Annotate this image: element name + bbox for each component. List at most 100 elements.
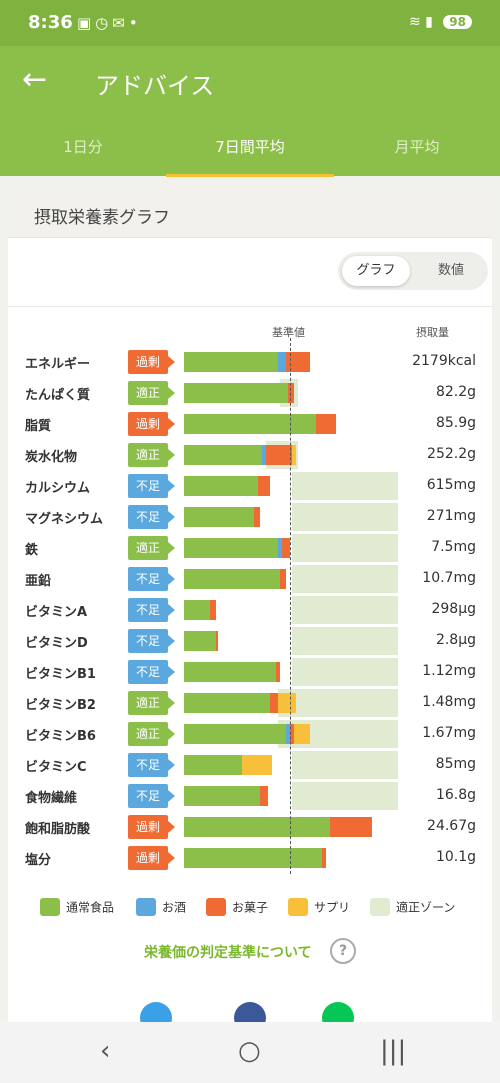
nutrient-value: 85.9g: [435, 415, 476, 431]
bar-segment-alcohol: [286, 724, 290, 744]
legend-swatch-zone: [370, 898, 390, 916]
bar-segment-food: [184, 383, 288, 403]
bar-segment-sweets: [288, 383, 294, 403]
bar-segment-sweets: [266, 445, 292, 465]
optimal-zone: [292, 751, 398, 779]
toggle-value-button[interactable]: 数値: [437, 263, 464, 278]
bar-segment-sweets: [330, 817, 372, 837]
status-badge: 不足: [128, 474, 175, 498]
status-badge: 適正: [128, 381, 175, 405]
nutrient-name: 食物繊維: [25, 791, 78, 806]
status-badge: 不足: [128, 784, 175, 808]
nutrient-row: 鉄 適正 7.5mg: [8, 532, 492, 563]
optimal-zone: [292, 782, 398, 810]
nav-back-icon[interactable]: ‹: [100, 1036, 111, 1066]
bar-segment-alcohol: [262, 445, 266, 465]
tab-7day-average[interactable]: 7日間平均: [215, 138, 285, 156]
intake-bar: [184, 414, 336, 434]
legend-swatch-sweets: [206, 898, 226, 916]
bar-segment-food: [184, 538, 278, 558]
nutrient-row: ビタミンB1 不足 1.12mg: [8, 656, 492, 687]
bar-segment-food: [184, 693, 270, 713]
active-tab-indicator: [166, 174, 334, 177]
nutrient-row: 炭水化物 適正 252.2g: [8, 439, 492, 470]
nutrient-value: 615mg: [426, 477, 476, 493]
nutrient-graph-card: 摂取栄養素グラフ グラフ 数値 基準値 摂取量 エネルギー 過剰 2179kcal た…: [8, 186, 492, 1026]
nutrient-value: 271mg: [426, 508, 476, 524]
help-icon[interactable]: ?: [330, 938, 356, 964]
bar-segment-sweets: [282, 538, 290, 558]
nutrient-row: 食物繊維 不足 16.8g: [8, 780, 492, 811]
nutrient-value: 1.67mg: [422, 725, 476, 741]
bar-segment-sweets: [280, 569, 286, 589]
intake-bar: [184, 755, 272, 775]
nutrient-name: 亜鉛: [25, 574, 52, 589]
bar-segment-supplement: [242, 755, 272, 775]
nutrient-name: カルシウム: [25, 481, 91, 496]
tab-1day[interactable]: 1日分: [63, 138, 103, 156]
nutrient-name: ビタミンC: [25, 760, 87, 775]
status-badge: 不足: [128, 629, 175, 653]
nutrient-row: ビタミンB6 適正 1.67mg: [8, 718, 492, 749]
reference-line: [290, 338, 291, 874]
bar-segment-food: [184, 352, 278, 372]
bar-segment-sweets: [322, 848, 326, 868]
nav-home-icon[interactable]: ○: [238, 1036, 261, 1066]
bar-segment-sweets: [276, 662, 280, 682]
nutrient-name: 飽和脂肪酸: [25, 822, 91, 837]
criteria-link[interactable]: 栄養価の判定基準について: [144, 945, 312, 961]
intake-bar: [184, 724, 310, 744]
app-bar: ← アドバイス 1日分 7日間平均 月平均: [0, 46, 500, 177]
optimal-zone: [292, 503, 398, 531]
tab-monthly-average[interactable]: 月平均: [394, 138, 440, 156]
nutrient-value: 16.8g: [435, 787, 476, 803]
intake-column-header: 摂取量: [416, 326, 449, 339]
intake-bar: [184, 848, 326, 868]
optimal-zone: [278, 689, 398, 717]
status-badge: 不足: [128, 598, 175, 622]
legend: 通常食品 お酒 お菓子 サプリ 適正ゾーン: [40, 898, 480, 922]
bar-segment-food: [184, 476, 258, 496]
nutrient-row: ビタミンC 不足 85mg: [8, 749, 492, 780]
intake-bar: [184, 569, 286, 589]
legend-item-alcohol: お酒: [136, 898, 186, 916]
legend-swatch-supplement: [288, 898, 308, 916]
back-arrow-icon[interactable]: ←: [22, 62, 48, 97]
cellular-icon: ▮: [425, 14, 433, 30]
status-badge: 不足: [128, 660, 175, 684]
nutrient-name: エネルギー: [25, 357, 91, 372]
nutrient-row: ビタミンB2 適正 1.48mg: [8, 687, 492, 718]
divider: [8, 306, 492, 307]
nutrient-value: 85mg: [435, 756, 476, 772]
intake-bar: [184, 538, 290, 558]
legend-label-zone: 適正ゾーン: [396, 900, 456, 915]
intake-bar: [184, 507, 260, 527]
bar-segment-alcohol: [278, 538, 282, 558]
bar-segment-food: [184, 445, 262, 465]
wifi-icon: ≋: [408, 14, 421, 30]
bar-segment-alcohol: [278, 352, 286, 372]
bar-segment-sweets: [210, 600, 216, 620]
optimal-zone: [292, 534, 398, 562]
optimal-zone: [292, 658, 398, 686]
nutrient-name: 塩分: [25, 853, 52, 868]
bar-segment-food: [184, 662, 276, 682]
nutrient-value: 1.12mg: [422, 663, 476, 679]
page-title: アドバイス: [95, 72, 215, 100]
status-time: 8:36: [28, 12, 73, 33]
intake-bar: [184, 445, 296, 465]
bar-segment-supplement: [278, 693, 296, 713]
legend-item-sweets: お菓子: [206, 898, 268, 916]
nav-recents-icon[interactable]: |||: [380, 1036, 407, 1066]
status-badge: 過剰: [128, 350, 175, 374]
toggle-graph-button[interactable]: グラフ: [342, 256, 410, 286]
legend-label-sweets: お菓子: [232, 900, 269, 915]
view-toggle: グラフ 数値: [338, 252, 488, 290]
intake-bar: [184, 631, 218, 651]
nutrient-row: カルシウム 不足 615mg: [8, 470, 492, 501]
legend-swatch-alcohol: [136, 898, 156, 916]
nutrient-name: ビタミンD: [25, 636, 88, 651]
nutrient-value: 1.48mg: [422, 694, 476, 710]
legend-label-supplement: サプリ: [314, 900, 351, 915]
nutrient-row: たんぱく質 適正 82.2g: [8, 377, 492, 408]
